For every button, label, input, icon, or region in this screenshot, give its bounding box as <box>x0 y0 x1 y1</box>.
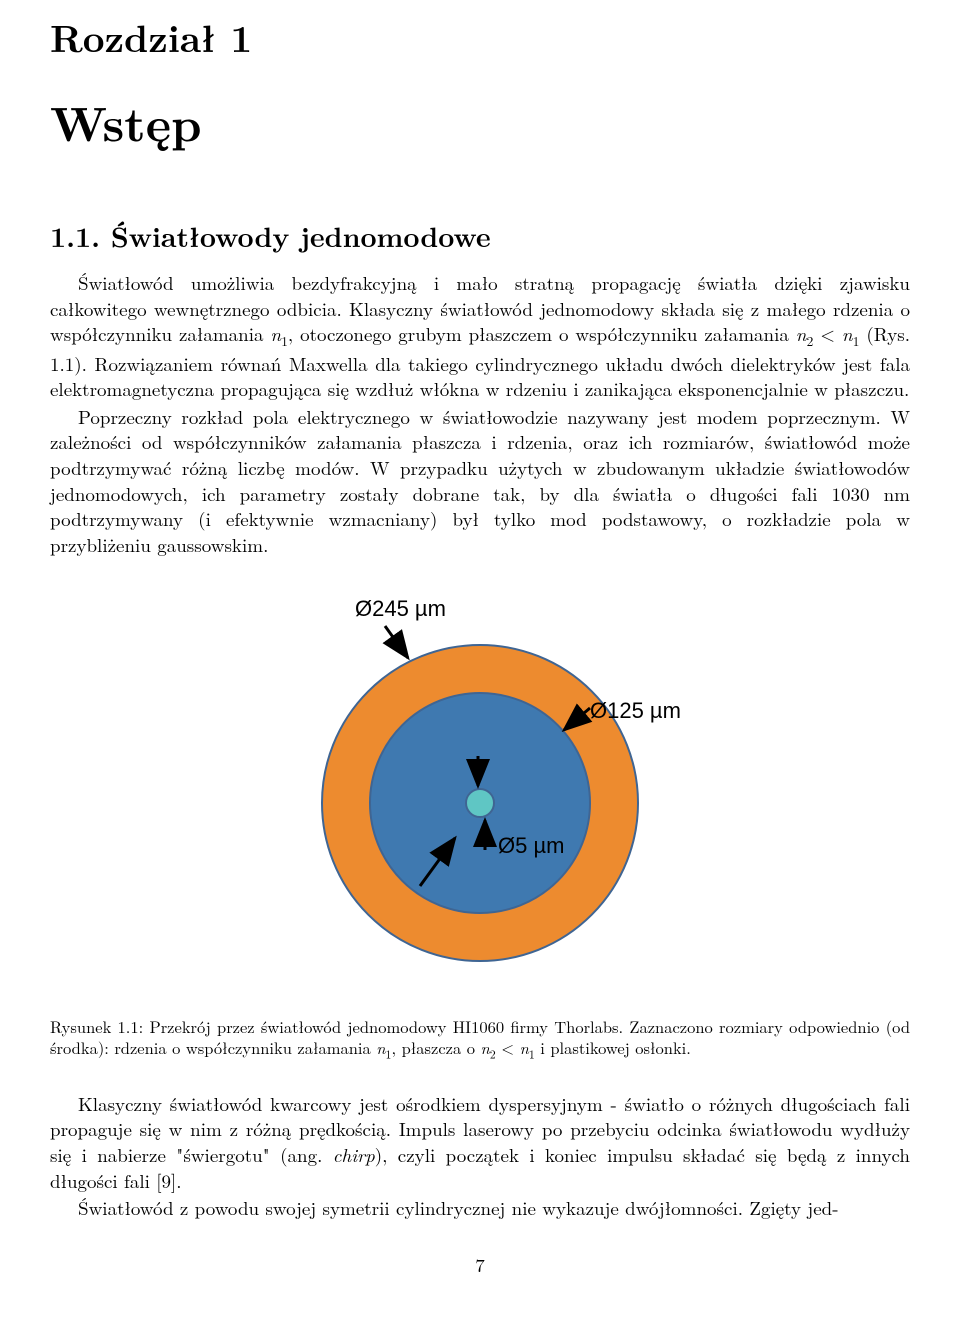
caption-text: , płaszcza o <box>391 1035 480 1059</box>
core-label: Ø5 µm <box>498 833 564 858</box>
paragraph-3: Klasyczny światłowód kwarcowy jest ośrod… <box>50 1091 910 1194</box>
math-n1: n <box>270 320 281 347</box>
text-run: , otoczonego grubym płaszczem o współczy… <box>288 320 796 347</box>
chapter-label: Rozdział 1 <box>50 10 910 64</box>
paragraph-2: Poprzeczny rozkład pola elektrycznego w … <box>50 404 910 558</box>
section-title-text: Światłowody jednomodowe <box>111 216 491 256</box>
page-container: Rozdział 1 Wstęp 1.1. Światłowody jednom… <box>0 10 960 1318</box>
math-lt: < <box>813 320 842 347</box>
caption-n1b: n <box>520 1035 529 1059</box>
section-heading: 1.1. Światłowody jednomodowe <box>50 216 910 256</box>
fiber-cross-section-diagram: Ø245 µm Ø125 µm Ø5 µm <box>220 588 740 988</box>
figure-caption: Rysunek 1.1: Przekrój przez światłowód j… <box>50 1016 910 1063</box>
paragraph-1: Światłowód umożliwia bezdyfrakcyjną i ma… <box>50 270 910 402</box>
chirp-term: chirp <box>333 1141 375 1168</box>
coating-label: Ø245 µm <box>355 596 446 621</box>
math-n2: n <box>796 320 807 347</box>
figure-1-1: Ø245 µm Ø125 µm Ø5 µm Rysunek 1.1: Przek… <box>50 588 910 1063</box>
cladding-label: Ø125 µm <box>590 698 681 723</box>
section-number: 1.1. <box>50 216 100 256</box>
page-number: 7 <box>50 1251 910 1278</box>
caption-lt: < <box>496 1035 520 1059</box>
math-n1-sub: 1 <box>281 331 288 350</box>
paragraph-4: Światłowód z powodu swojej symetrii cyli… <box>50 1195 910 1221</box>
chapter-title: Wstęp <box>50 88 910 156</box>
coating-arrow <box>385 626 408 658</box>
math-n1b: n <box>842 320 853 347</box>
core-circle <box>466 789 494 817</box>
caption-n2: n <box>481 1035 490 1059</box>
caption-n1: n <box>376 1035 385 1059</box>
caption-text: i plastikowej osłonki. <box>535 1035 691 1059</box>
